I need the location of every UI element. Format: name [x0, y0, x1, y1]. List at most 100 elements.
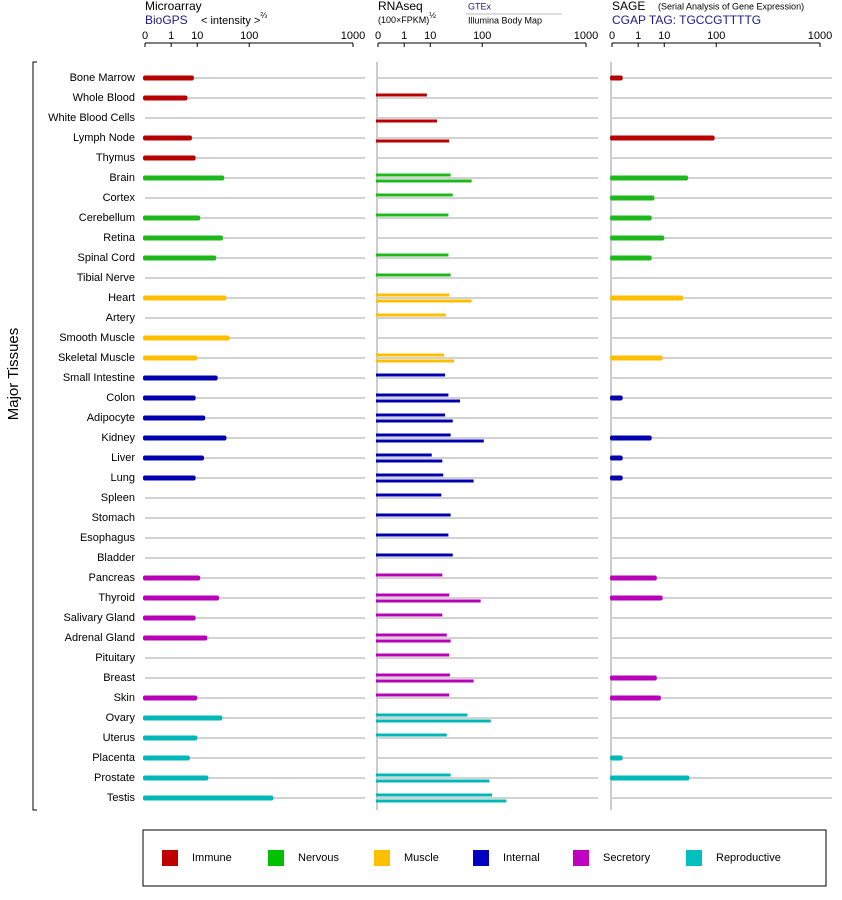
bar [376, 433, 451, 437]
bar [610, 675, 657, 681]
category-label: Kidney [101, 432, 135, 444]
panel-subtitle: CGAP TAG: TGCCGTTTTG [612, 13, 761, 27]
category-label: Colon [106, 392, 135, 404]
bar [376, 639, 451, 643]
bar [610, 75, 623, 81]
bar [610, 435, 652, 441]
bar [143, 695, 198, 701]
category-label: Stomach [92, 512, 135, 524]
x-tick-label: 0 [142, 30, 148, 42]
bar [376, 459, 443, 463]
panel-note: (Serial Analysis of Gene Expression) [658, 1, 804, 11]
legend-label: Reproductive [716, 852, 781, 864]
category-label: Lymph Node [73, 132, 135, 144]
bar [376, 693, 450, 697]
bar [376, 453, 432, 457]
category-label: Whole Blood [73, 92, 135, 104]
category-label: Thyroid [98, 592, 135, 604]
bar [376, 733, 447, 737]
legend-swatch [686, 850, 702, 866]
bar [376, 573, 443, 577]
x-tick-label: 1 [168, 30, 174, 42]
bar [143, 575, 201, 581]
bar [143, 795, 274, 801]
x-tick-label: 10 [658, 30, 670, 42]
category-label: Brain [109, 172, 135, 184]
panel-title: RNAseq [378, 0, 423, 13]
category-label: Spinal Cord [78, 252, 135, 264]
category-label: Spleen [101, 492, 135, 504]
bar [610, 695, 661, 701]
bracket [32, 61, 37, 811]
x-tick-label: 100 [240, 30, 258, 42]
bar [376, 599, 481, 603]
bar [376, 193, 453, 197]
category-label: Cerebellum [79, 212, 135, 224]
bar [143, 355, 198, 361]
category-label: Skin [114, 692, 135, 704]
category-label: Cortex [103, 192, 136, 204]
bar [376, 213, 449, 217]
bar [376, 353, 445, 357]
bar [376, 513, 451, 517]
x-tick-label: 0 [609, 30, 615, 42]
bar [376, 633, 447, 637]
bar [376, 719, 491, 723]
x-tick-label: 100 [473, 30, 491, 42]
bar [143, 175, 225, 181]
bar [143, 735, 198, 741]
axis-label-exponent: ⅔ [260, 11, 267, 20]
legend-label: Internal [503, 852, 540, 864]
bar [376, 373, 446, 377]
category-label: Retina [103, 232, 136, 244]
bar [143, 395, 196, 401]
x-tick-label: 10 [191, 30, 203, 42]
axis-label-text: (100×FPKM) [378, 15, 429, 25]
legend-label: Muscle [404, 852, 439, 864]
category-label: Smooth Muscle [59, 332, 135, 344]
bar [376, 173, 451, 177]
legend-swatch [473, 850, 489, 866]
bar [376, 439, 484, 443]
bar [610, 755, 623, 761]
bar [610, 575, 657, 581]
legend-swatch [374, 850, 390, 866]
bar [376, 653, 450, 657]
bar [143, 215, 201, 221]
bar [610, 215, 652, 221]
bar [376, 593, 450, 597]
category-label: Prostate [94, 772, 135, 784]
bar [610, 135, 715, 141]
category-label: Adipocyte [87, 412, 135, 424]
bar [376, 533, 449, 537]
axis-label: < intensity >⅔ [201, 11, 267, 27]
bar [610, 255, 652, 261]
bar [610, 195, 655, 201]
bar [376, 473, 444, 477]
bar [143, 155, 196, 161]
axis-label-text: < intensity > [201, 15, 260, 27]
bar [376, 293, 450, 297]
bar [376, 799, 507, 803]
axis-label-exponent: ½ [429, 11, 436, 20]
bar [143, 455, 205, 461]
bar [143, 95, 188, 101]
x-tick-label: 1000 [341, 30, 365, 42]
bar [143, 75, 194, 81]
category-label: Pancreas [89, 572, 136, 584]
bar [376, 273, 451, 277]
category-label: Adrenal Gland [65, 632, 135, 644]
bar [376, 779, 490, 783]
bar [376, 93, 427, 97]
bar [143, 475, 196, 481]
legend-label: Immune [192, 852, 232, 864]
bar [376, 613, 443, 617]
x-tick-label: 1000 [808, 30, 832, 42]
category-label: Breast [103, 672, 135, 684]
bar [610, 355, 663, 361]
bar [376, 399, 461, 403]
category-label: Heart [108, 292, 135, 304]
x-tick-label: 100 [707, 30, 725, 42]
bar [610, 295, 684, 301]
